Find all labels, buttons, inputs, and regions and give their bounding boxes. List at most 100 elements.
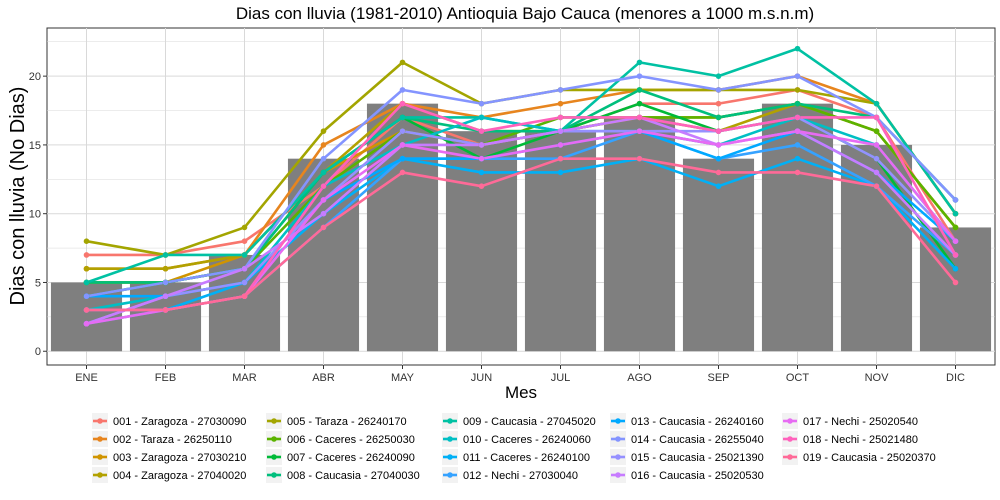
data-point: [715, 142, 722, 148]
data-point: [320, 142, 327, 148]
x-tick-label: JUL: [551, 372, 571, 384]
legend-label: 016 - Caucasia - 25020530: [631, 470, 764, 482]
y-tick-label: 15: [29, 140, 41, 152]
data-point: [636, 128, 643, 134]
legend-key-point: [271, 418, 277, 424]
legend-label: 008 - Caucasia - 27040030: [287, 470, 420, 482]
legend-label: 007 - Caceres - 26240090: [287, 452, 415, 464]
data-point: [320, 197, 327, 203]
legend-label: 011 - Caceres - 26240100: [463, 452, 590, 464]
data-point: [952, 252, 959, 258]
legend-key-point: [97, 454, 103, 460]
legend-key-point: [447, 454, 453, 460]
data-point: [241, 238, 248, 245]
data-point: [83, 279, 90, 286]
data-point: [399, 59, 406, 66]
data-point: [715, 128, 722, 134]
x-tick-label: FEB: [155, 372, 176, 384]
legend-label: 004 - Zaragoza - 27040020: [113, 470, 246, 482]
legend-label: 018 - Nechi - 25021480: [803, 434, 918, 446]
legend-label: 019 - Caucasia - 25020370: [803, 452, 936, 464]
legend-key-point: [615, 436, 621, 442]
data-point: [715, 87, 722, 93]
data-point: [478, 183, 485, 189]
legend-label: 014 - Caucasia - 26255040: [631, 434, 764, 446]
series-line: [86, 116, 957, 325]
data-point: [794, 45, 801, 52]
x-tick-label: JUN: [471, 372, 492, 384]
bar: [919, 227, 992, 352]
data-point: [83, 293, 90, 300]
legend-label: 013 - Caucasia - 26240160: [631, 416, 764, 428]
data-point: [794, 100, 801, 107]
data-point: [83, 307, 90, 313]
legend-key-point: [787, 418, 793, 424]
data-point: [557, 87, 564, 93]
data-point: [715, 155, 722, 162]
data-point: [241, 293, 248, 300]
series-points: [83, 45, 959, 327]
legend-key-point: [787, 454, 793, 460]
y-tick-label: 10: [29, 209, 41, 221]
y-tick-label: 20: [29, 71, 41, 83]
x-tick-label: OCT: [786, 372, 810, 384]
data-point: [241, 224, 248, 231]
data-point: [952, 224, 959, 231]
data-point: [794, 142, 801, 148]
x-tick-label: SEP: [707, 372, 729, 384]
data-point: [636, 59, 643, 66]
legend-label: 006 - Caceres - 26250030: [287, 434, 415, 446]
legend-key-point: [787, 436, 793, 442]
data-point: [320, 169, 327, 176]
data-point: [399, 87, 406, 93]
legend: 001 - Zaragoza - 27030090 002 - Taraza - …: [92, 413, 936, 483]
data-point: [83, 238, 90, 245]
x-tick-label: DIC: [946, 372, 965, 384]
data-point: [636, 100, 643, 107]
y-tick-label: 0: [35, 346, 41, 358]
legend-label: 010 - Caceres - 26240060: [463, 434, 591, 446]
data-point: [715, 73, 722, 79]
data-point: [320, 183, 327, 189]
data-point: [794, 73, 801, 79]
data-point: [478, 114, 485, 121]
data-point: [873, 155, 880, 162]
legend-key-point: [615, 454, 621, 460]
data-point: [794, 128, 801, 134]
legend-label: 015 - Caucasia - 25021390: [631, 452, 764, 464]
data-point: [952, 265, 959, 272]
data-point: [162, 279, 169, 286]
bars: [50, 103, 992, 352]
data-point: [715, 183, 722, 189]
legend-key-point: [447, 436, 453, 442]
legend-label: 017 - Nechi - 25020540: [803, 416, 918, 428]
data-point: [794, 169, 801, 176]
x-axis-ticks: ENE FEB MAR ABR MAY JUN JUL AGO SEP OCT NOV DIC: [75, 365, 965, 384]
plot-panel: [46, 27, 996, 366]
legend-label: 001 - Zaragoza - 27030090: [113, 416, 246, 428]
x-tick-label: ABR: [312, 372, 335, 384]
data-point: [557, 155, 564, 162]
data-point: [873, 128, 880, 134]
data-point: [557, 128, 564, 134]
data-point: [399, 142, 406, 148]
data-point: [715, 100, 722, 107]
x-tick-label: NOV: [865, 372, 890, 384]
legend-key-point: [271, 472, 277, 478]
data-point: [952, 279, 959, 286]
data-point: [557, 114, 564, 121]
legend-label: 012 - Nechi - 27030040: [463, 470, 578, 482]
data-point: [478, 100, 485, 107]
series-lines: [86, 47, 957, 326]
data-point: [399, 100, 406, 107]
data-point: [162, 252, 169, 258]
data-point: [320, 128, 327, 134]
bar: [603, 117, 676, 352]
data-point: [952, 197, 959, 203]
x-tick-label: MAR: [232, 372, 257, 384]
bar: [445, 131, 518, 352]
data-point: [557, 100, 564, 107]
data-point: [715, 169, 722, 176]
legend-key-point: [447, 418, 453, 424]
